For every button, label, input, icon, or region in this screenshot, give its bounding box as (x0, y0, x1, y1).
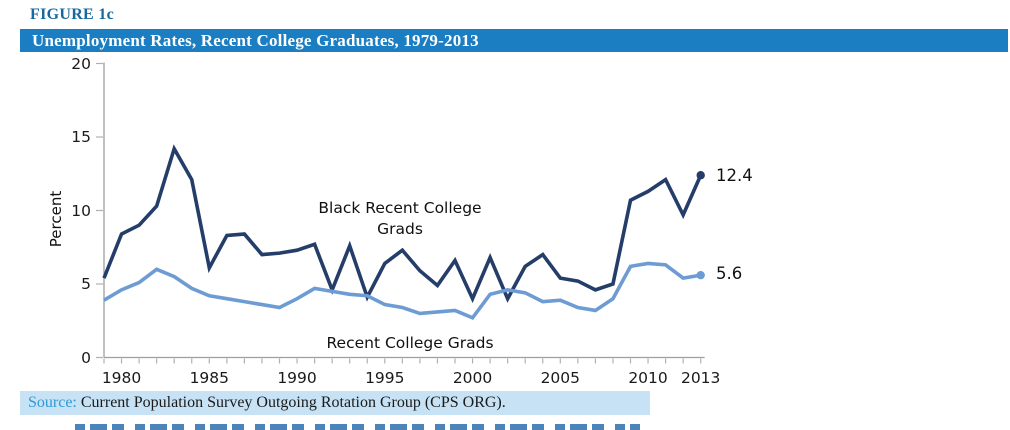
y-tick-label: 20 (71, 54, 91, 73)
source-prefix: Source: (28, 394, 77, 411)
chart-area: Percent Black Recent College Grads Recen… (0, 52, 1010, 392)
all-grads-end-dot (696, 270, 705, 280)
x-tick-label: 1995 (365, 368, 405, 387)
y-tick-label: 10 (71, 201, 91, 220)
black-grads-line (102, 144, 703, 304)
all-grads-line (103, 261, 701, 321)
clipped-next-row-decoration (75, 424, 640, 430)
figure-title-banner: Unemployment Rates, Recent College Gradu… (20, 29, 1008, 52)
series-label-all-grads: Recent College Grads (326, 334, 494, 352)
y-tick-label: 15 (71, 128, 91, 146)
end-value-all-grads: 5.6 (716, 264, 743, 283)
figure-title: Unemployment Rates, Recent College Gradu… (32, 31, 479, 50)
y-tick-label: 5 (81, 275, 91, 293)
x-tick-label: 2013 (680, 368, 721, 387)
y-axis-title: Percent (47, 190, 66, 248)
y-tick-label: 0 (81, 348, 91, 367)
x-tick-label: 2000 (452, 368, 493, 387)
source-text: Current Population Survey Outgoing Rotat… (76, 394, 506, 411)
figure-label: FIGURE 1c (30, 6, 115, 23)
black-grads-end-dot (696, 171, 705, 180)
x-tick-label: 1980 (101, 368, 142, 387)
x-tick-label: 1990 (277, 368, 317, 387)
x-tick-label: 1985 (189, 368, 230, 387)
source-bar: Source: Current Population Survey Outgoi… (20, 391, 650, 415)
end-value-black-grads: 12.4 (716, 166, 753, 185)
line-chart (96, 62, 705, 364)
x-tick-label: 2005 (540, 368, 581, 387)
series-label-black-grads: Black Recent College Grads (318, 199, 482, 238)
x-tick-label: 2010 (628, 368, 668, 387)
